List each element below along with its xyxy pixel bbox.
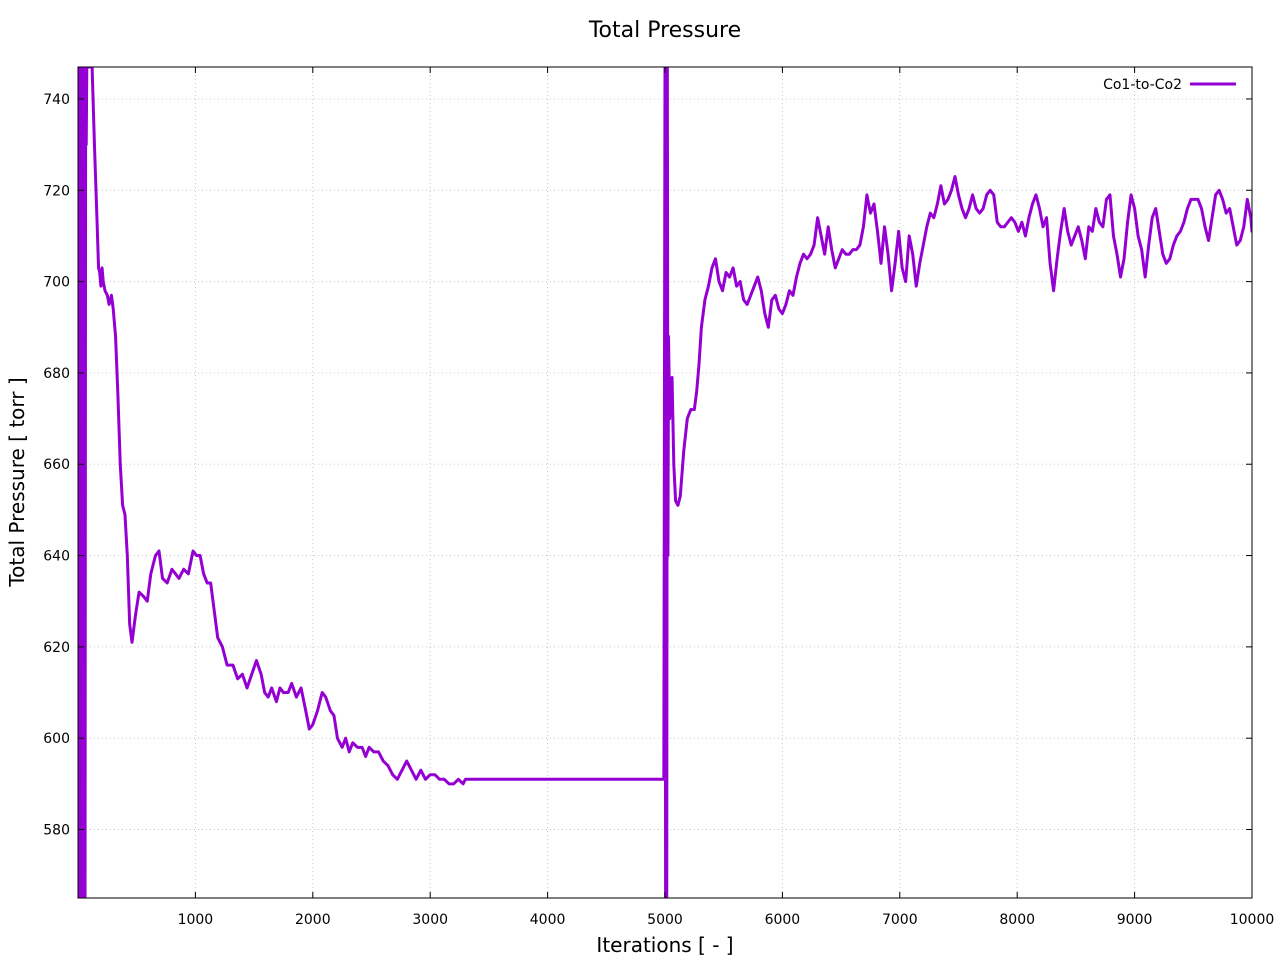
y-tick-label: 620	[43, 640, 70, 656]
legend-label-co1-to-co2: Co1-to-Co2	[1103, 77, 1182, 93]
y-tick-label: 660	[43, 457, 70, 473]
legend: Co1-to-Co2	[1103, 77, 1236, 93]
x-tick-label: 3000	[412, 912, 448, 928]
x-tick-label: 7000	[882, 912, 918, 928]
y-tick-label: 740	[43, 92, 70, 108]
series-line-co1-to-co2	[78, 67, 1252, 898]
x-axis-title: Iterations [ - ]	[596, 933, 733, 957]
y-tick-label: 700	[43, 275, 70, 291]
y-tick-label: 600	[43, 731, 70, 747]
x-tick-label: 4000	[530, 912, 566, 928]
x-tick-label: 8000	[999, 912, 1035, 928]
x-tick-label: 1000	[178, 912, 214, 928]
x-tick-label: 9000	[1117, 912, 1153, 928]
x-tick-label: 6000	[765, 912, 801, 928]
x-tick-label: 2000	[295, 912, 331, 928]
chart-title: Total Pressure	[588, 18, 741, 43]
y-tick-label: 720	[43, 183, 70, 199]
y-tick-label: 680	[43, 366, 70, 382]
axis-ticks: 1000 2000 3000 4000 5000 6000 7000 8000 9000 1000…	[43, 67, 1274, 928]
x-tick-label: 10000	[1230, 912, 1275, 928]
x-tick-label: 5000	[647, 912, 683, 928]
y-tick-label: 580	[43, 823, 70, 839]
y-tick-label: 640	[43, 549, 70, 565]
series-layer	[78, 67, 1252, 898]
y-axis-title: Total Pressure [ torr ]	[5, 377, 29, 587]
